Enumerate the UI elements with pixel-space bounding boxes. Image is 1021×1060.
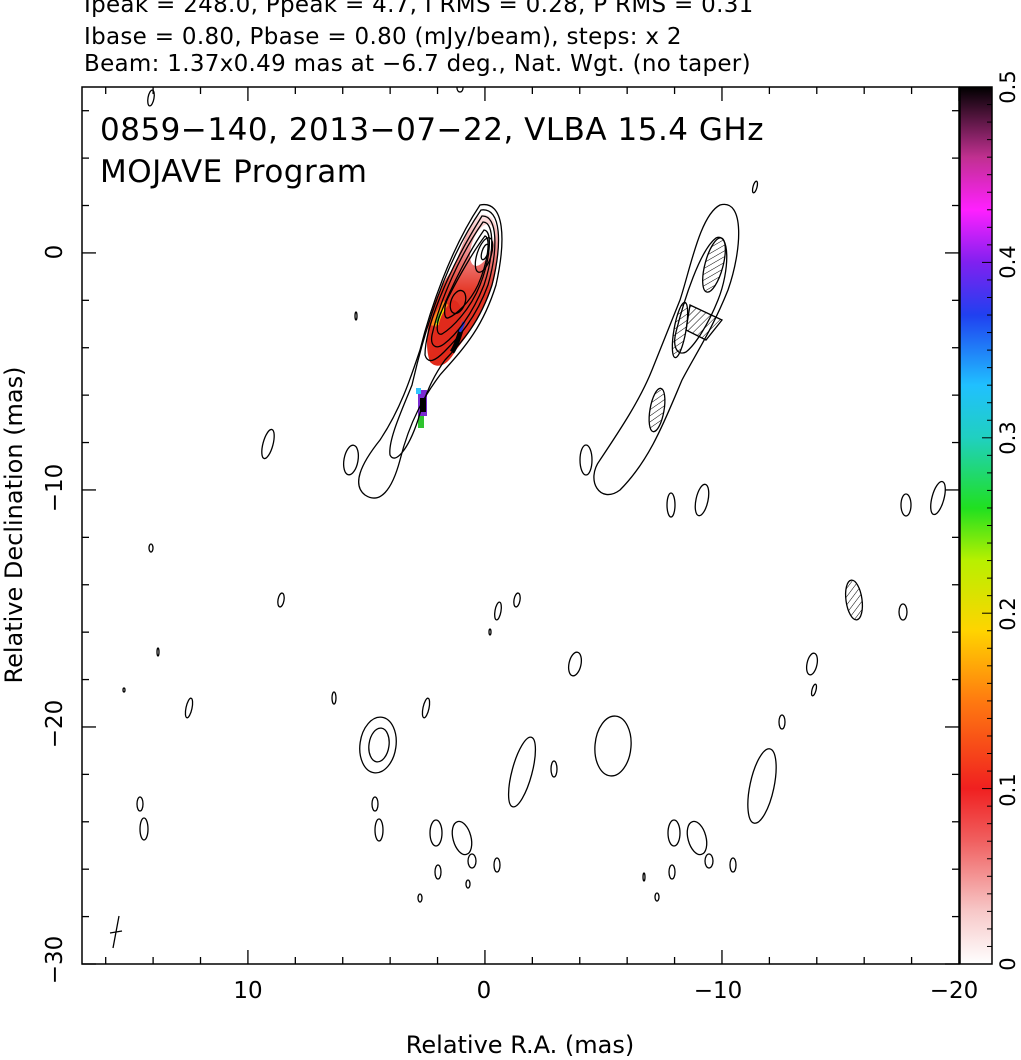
colorbar-tick-label: 0.5 (996, 70, 1020, 103)
x-axis-label: Relative R.A. (mas) (406, 1031, 634, 1059)
noise-contours (122, 87, 946, 903)
plot-frame (81, 86, 960, 965)
header-line-2: Ibase = 0.80, Pbase = 0.80 (mJy/beam), s… (84, 24, 682, 50)
y-axis-label: Relative Declination (mas) (0, 366, 28, 683)
x-tick-label: −20 (930, 978, 979, 1004)
colorbar-tick-labels: 0 0.1 0.2 0.3 0.4 0.5 (996, 70, 1020, 970)
x-tick-label: 10 (233, 978, 262, 1004)
colorbar (959, 86, 993, 965)
y-tick-label: −10 (42, 464, 68, 513)
colorbar-tick-label: 0.4 (996, 245, 1020, 278)
x-tick-labels: 10 0 −10 −20 (233, 978, 978, 1004)
source-title: 0859−140, 2013−07−22, VLBA 15.4 GHz (100, 112, 764, 148)
y-tick-label: 0 (42, 245, 68, 260)
x-tick-label: 0 (477, 978, 492, 1004)
axis-ticks (82, 87, 960, 965)
header-line-1: Ipeak = 248.0, Ppeak = 4.7, I RMS = 0.28… (84, 0, 754, 18)
colorbar-tick-label: 0.3 (996, 421, 1020, 454)
y-tick-label: −30 (42, 936, 68, 985)
y-tick-labels: 0 −10 −20 −30 (42, 245, 68, 985)
x-tick-label: −10 (694, 978, 743, 1004)
beam-marker (109, 915, 123, 949)
colorbar-tick-label: 0.1 (996, 773, 1020, 806)
y-tick-label: −20 (42, 700, 68, 749)
colorbar-tick-label: 0.2 (996, 597, 1020, 630)
header-line-3: Beam: 1.37x0.49 mas at −6.7 deg., Nat. W… (84, 51, 751, 77)
colorbar-tick-label: 0 (996, 957, 1020, 970)
intensity-contours-left (358, 204, 503, 499)
program-title: MOJAVE Program (100, 154, 368, 190)
colorbar-ticks (982, 86, 992, 965)
polarization-contours-right (579, 203, 864, 621)
